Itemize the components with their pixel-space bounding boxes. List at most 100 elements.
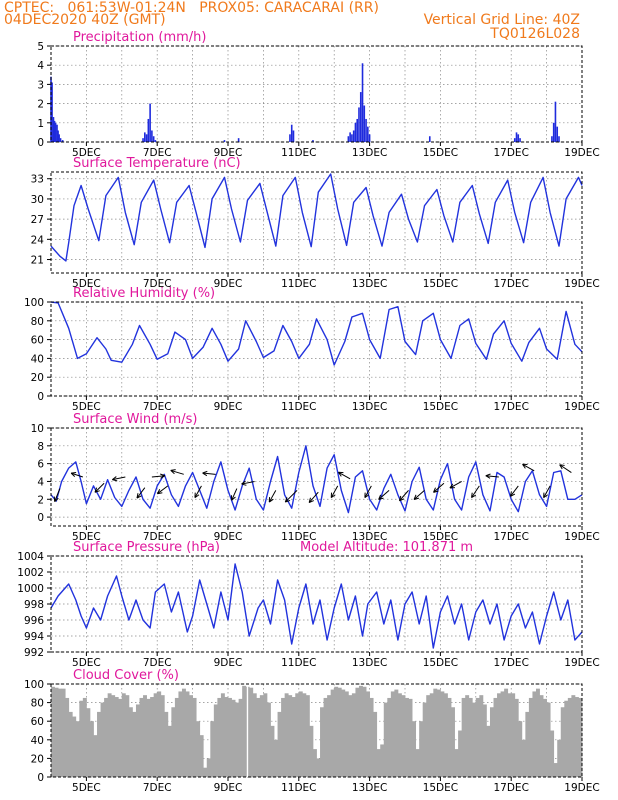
cloud-cover-bar <box>65 697 70 777</box>
relative_humidity-title: Relative Humidity (%) <box>73 286 215 301</box>
surface_wind-frame <box>50 427 583 527</box>
cloud-cover-bar <box>89 721 94 777</box>
cloud_cover-ytick-label: 100 <box>24 679 44 691</box>
cloud-cover-bar <box>174 697 179 777</box>
precip-bar <box>289 134 291 142</box>
relative_humidity-xtick-label: 9DEC <box>214 401 243 413</box>
cloud_cover-xtick-label: 15DEC <box>423 782 458 794</box>
cloud-cover-bar <box>532 691 537 777</box>
cloud-cover-bar <box>334 686 339 777</box>
precip-bar <box>365 118 367 142</box>
cloud-cover-bar <box>302 693 307 777</box>
cloud-cover-bar <box>493 697 498 777</box>
wind-arrow-head <box>338 471 342 477</box>
precipitation-xtick-label: 5DEC <box>72 147 101 159</box>
cloud-cover-bar <box>479 695 484 777</box>
cloud-cover-bar <box>72 716 77 777</box>
relative_humidity-xtick-label: 13DEC <box>352 401 387 413</box>
wind-arrow-shaft <box>338 471 351 480</box>
cloud-cover-bar <box>415 749 420 777</box>
cloud-cover-bar <box>288 695 293 777</box>
cloud_cover-title: Cloud Cover (%) <box>73 668 179 683</box>
wind-arrow-shaft <box>202 472 216 475</box>
precip-bar <box>61 140 64 142</box>
surface_wind-xtick-label: 19DEC <box>564 531 599 543</box>
cloud-cover-bar <box>543 698 547 777</box>
cloud-cover-bar <box>341 689 346 777</box>
wind-arrow-head <box>559 464 563 470</box>
cloud-cover-bar <box>550 730 555 777</box>
relative_humidity-ytick-label: 0 <box>37 391 44 403</box>
wind-arrow-shaft <box>522 463 535 472</box>
wind-arrow-head <box>194 494 200 499</box>
cloud-cover-bar <box>118 698 123 777</box>
surface_temperature-ytick-label: 24 <box>31 234 45 246</box>
surface_temperature-xtick-label: 19DEC <box>564 278 599 290</box>
surface_pressure-subtitle: Model Altitude: 101.871 m <box>300 540 473 555</box>
wind-arrow-head <box>156 489 161 494</box>
cloud-cover-bar <box>401 695 406 777</box>
cloud-cover-bar <box>274 739 278 777</box>
wind-arrow-head <box>136 495 142 499</box>
precip-bar <box>351 134 353 142</box>
cloud-cover-bar <box>486 725 491 777</box>
relative_humidity-xtick-label: 5DEC <box>72 401 101 413</box>
cloud-cover-bar <box>383 702 388 777</box>
surface_pressure-ytick-label: 1002 <box>17 567 44 579</box>
surface_pressure-xtick-label: 11DEC <box>281 657 316 669</box>
wind-arrow-head <box>378 497 384 500</box>
surface_temperature-xtick-label: 9DEC <box>214 278 243 290</box>
precip-bar <box>59 138 62 142</box>
cloud-cover-bar <box>284 693 289 777</box>
cloud-cover-bar <box>458 730 463 777</box>
surface_temperature-ytick-label: 33 <box>31 174 44 186</box>
cloud-cover-bar <box>54 687 59 777</box>
wind-arrow-shaft <box>433 482 445 493</box>
precip-bar <box>552 122 555 142</box>
precip-bar <box>515 132 518 142</box>
cloud-cover-bar <box>259 695 264 777</box>
precipitation-ytick-label: 0 <box>37 137 44 149</box>
cloud-cover-bar <box>557 739 562 777</box>
cloud_cover-xtick-label: 11DEC <box>281 782 316 794</box>
cloud-cover-bar <box>135 704 140 777</box>
cloud-cover-bar <box>521 739 526 777</box>
cloud_cover-xtick-label: 5DEC <box>72 782 101 794</box>
cloud-cover-bar <box>146 698 151 777</box>
precip-bar <box>142 138 144 142</box>
cloud-cover-bar <box>291 697 296 777</box>
surface_wind-ytick-label: 4 <box>37 476 44 488</box>
wind-arrow-head <box>308 500 314 504</box>
surface_pressure-frame <box>50 555 583 653</box>
surface_pressure-ytick-label: 1004 <box>17 551 44 563</box>
surface_pressure-ytick-label: 992 <box>24 647 44 659</box>
cloud-cover-bar <box>171 707 176 777</box>
cloud-cover-bar <box>206 758 211 777</box>
cloud-cover-bar <box>68 711 73 777</box>
surface_temperature-ytick-label: 30 <box>31 194 44 206</box>
precip-bar <box>53 120 56 142</box>
cloud-cover-bar <box>489 707 494 777</box>
wind-arrow-head <box>241 483 247 486</box>
wind-arrow-head <box>449 483 454 489</box>
wind-arrow-head <box>136 493 139 499</box>
surface_wind-xtick-label: 15DEC <box>423 531 458 543</box>
cloud-cover-bar <box>150 697 155 777</box>
wind-arrow-shaft <box>54 488 61 502</box>
wind-arrow-shaft <box>268 490 277 503</box>
precipitation-xtick-label: 9DEC <box>214 147 243 159</box>
surface_temperature-title: Surface Temperature (nC) <box>73 156 241 171</box>
cloud-cover-bar <box>61 688 66 777</box>
precip-bar <box>144 132 146 142</box>
wind-arrow-head <box>471 492 473 498</box>
precip-bar <box>349 132 351 142</box>
cloud_cover-xtick-label: 19DEC <box>564 782 599 794</box>
precip-bar <box>517 134 520 142</box>
wind-arrow-head <box>231 496 236 501</box>
cloud-cover-bar <box>309 725 314 777</box>
precip-bar <box>513 138 516 142</box>
header-run-date: 04DEC2020 40Z (GMT) <box>4 12 166 28</box>
wind-arrow-head <box>559 464 565 466</box>
cloud-cover-bar <box>97 711 101 777</box>
